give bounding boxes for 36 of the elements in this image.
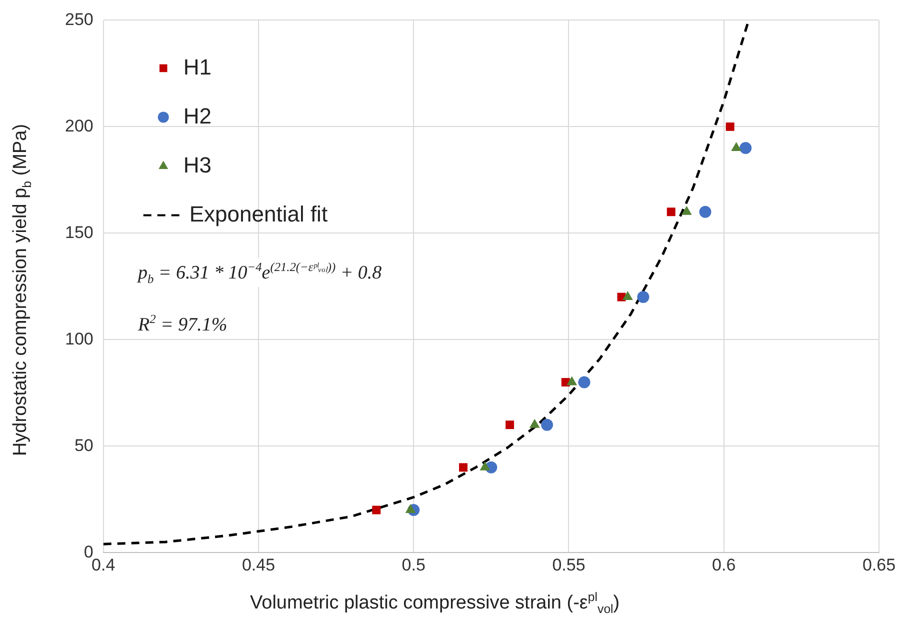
x-tick-label: 0.4 (92, 555, 116, 574)
point (506, 420, 514, 430)
x-tick-label: 0.45 (242, 555, 276, 574)
point (459, 463, 468, 472)
legend-label: H1 (183, 54, 212, 80)
point (731, 142, 742, 151)
x-tick-label: 0.55 (552, 555, 586, 574)
y-tick-label: 50 (74, 436, 94, 455)
x-tick-label: 0.65 (862, 555, 896, 574)
point (740, 142, 752, 154)
point (681, 206, 692, 215)
point (529, 418, 540, 428)
point (726, 122, 734, 131)
legend-label: H3 (183, 152, 212, 178)
y-tick-label: 150 (64, 222, 94, 242)
point (405, 504, 416, 514)
point (699, 206, 712, 218)
point (637, 291, 650, 304)
annotation: p$_{b}$ = 6.31 * 10$^{−4}$e$^{(21.2(−εᵖˡᵥₒₗ))}$ + 0.8 (138, 258, 382, 288)
point (372, 506, 381, 514)
y-tick-label: 100 (64, 329, 94, 348)
annotation: R$^{2}$ = 97.1% (138, 312, 228, 336)
x-axis-title: Volumetric plastic compressive strain (-ε$^{pl}$$_{vol}$) (250, 590, 620, 616)
point (566, 376, 578, 386)
point (578, 376, 590, 388)
legend-label: H2 (183, 103, 212, 128)
y-tick-label: 250 (64, 10, 94, 29)
point (541, 418, 554, 431)
x-tick-label: 0.6 (712, 555, 736, 574)
point (666, 208, 676, 216)
x-tick-label: 0.5 (402, 555, 426, 574)
y-tick-label: 200 (64, 116, 94, 136)
point (622, 291, 633, 300)
legend-label: Exponential fit (189, 201, 328, 226)
y-tick-label: 0 (84, 542, 94, 562)
point (480, 461, 490, 470)
